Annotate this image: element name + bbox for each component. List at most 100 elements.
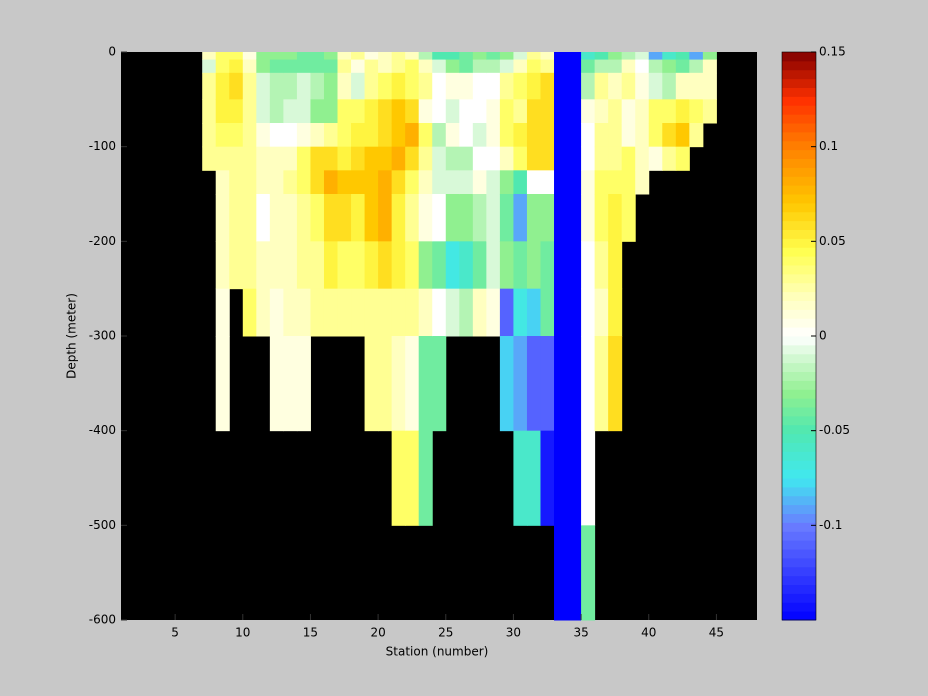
colorbar-band (782, 78, 816, 88)
heatmap-cell (432, 336, 447, 432)
heatmap-cell (283, 59, 298, 74)
colorbar-band (782, 123, 816, 133)
colorbar-band (782, 398, 816, 408)
heatmap-cell (702, 72, 717, 100)
heatmap-cell (310, 72, 325, 100)
colorbar-band (782, 407, 816, 417)
colorbar-band (782, 584, 816, 594)
heatmap-cell (202, 99, 217, 124)
heatmap-cell (486, 170, 501, 195)
heatmap-cell (499, 123, 514, 148)
heatmap-cell (621, 52, 636, 61)
heatmap-cell (337, 288, 352, 337)
heatmap-cell (635, 59, 650, 74)
heatmap-cell (554, 336, 569, 432)
heatmap-cell (554, 194, 569, 242)
heatmap-cell (269, 72, 284, 100)
heatmap-cell (229, 123, 244, 148)
heatmap-cell (337, 123, 352, 148)
colorbar-band (782, 300, 816, 310)
x-tick-label: 40 (641, 626, 656, 640)
heatmap-cell (594, 194, 609, 242)
heatmap-cell (323, 288, 339, 337)
heatmap-cell (648, 146, 663, 171)
heatmap-cell (554, 146, 569, 171)
heatmap-cell (554, 170, 569, 195)
heatmap-cell (391, 241, 406, 290)
heatmap-cell (364, 52, 379, 61)
heatmap-cell (418, 170, 433, 195)
heatmap-cell (351, 123, 366, 148)
colorbar-band (782, 60, 816, 71)
heatmap-cell (621, 99, 636, 124)
heatmap-cell (594, 336, 609, 432)
heatmap-cell (554, 59, 569, 74)
heatmap-cell (351, 170, 366, 195)
heatmap-cell (269, 59, 284, 74)
heatmap-cell (608, 59, 623, 74)
heatmap-cell (364, 288, 379, 337)
heatmap-cell (378, 241, 393, 290)
heatmap-cell (351, 194, 366, 242)
heatmap-cell (459, 123, 474, 148)
heatmap-cell (296, 336, 311, 432)
heatmap-cell (296, 72, 311, 100)
y-tick-label: -100 (89, 139, 116, 153)
heatmap-cell (662, 123, 677, 148)
heatmap-cell (581, 241, 596, 290)
heatmap-cell (486, 72, 501, 100)
heatmap-cell (499, 241, 514, 290)
heatmap-cell (621, 72, 636, 100)
colorbar-band (782, 87, 816, 97)
heatmap-cell (351, 59, 366, 74)
heatmap-cell (364, 336, 379, 432)
heatmap-cell (675, 52, 690, 61)
colorbar-band (782, 495, 816, 506)
heatmap-cell (675, 99, 690, 124)
heatmap-cell (256, 52, 271, 61)
heatmap-cell (215, 336, 230, 432)
heatmap-cell (351, 241, 366, 290)
colorbar-band (782, 140, 816, 151)
heatmap-cell (513, 170, 528, 195)
y-tick-label: -200 (89, 234, 116, 248)
heatmap-cells (202, 52, 717, 621)
heatmap-cell (526, 123, 541, 148)
y-tick-label: -300 (89, 329, 116, 343)
heatmap-cell (432, 241, 447, 290)
colorbar-band (782, 575, 816, 585)
heatmap-cell (689, 72, 704, 100)
heatmap-cell (499, 146, 514, 171)
heatmap-cell (540, 194, 555, 242)
heatmap-cell (323, 59, 339, 74)
heatmap-cell (283, 52, 298, 61)
heatmap-cell (567, 194, 582, 242)
heatmap-cell (513, 241, 528, 290)
heatmap-cell (459, 170, 474, 195)
heatmap-cell (608, 52, 623, 61)
heatmap-cell (499, 170, 514, 195)
heatmap-cell (472, 170, 487, 195)
colorbar-tick-label: 0 (819, 329, 827, 343)
heatmap-cell (242, 170, 257, 195)
heatmap-cell (351, 288, 366, 337)
heatmap-cell (283, 336, 298, 432)
heatmap-cell (323, 146, 339, 171)
heatmap-cell (540, 430, 555, 526)
heatmap-cell (675, 123, 690, 148)
colorbar-band (782, 593, 816, 603)
heatmap-cell (310, 170, 325, 195)
heatmap-cell (594, 288, 609, 337)
colorbar-band (782, 353, 816, 364)
colorbar-tick-label: 0.1 (819, 139, 838, 153)
colorbar-band (782, 96, 816, 106)
heatmap-cell (608, 336, 623, 432)
heatmap-cell (594, 72, 609, 100)
heatmap-cell (608, 72, 623, 100)
heatmap-cell (554, 123, 569, 148)
heatmap-cell (364, 99, 379, 124)
heatmap-cell (581, 288, 596, 337)
heatmap-cell (513, 288, 528, 337)
heatmap-cell (675, 72, 690, 100)
heatmap-cell (229, 194, 244, 242)
